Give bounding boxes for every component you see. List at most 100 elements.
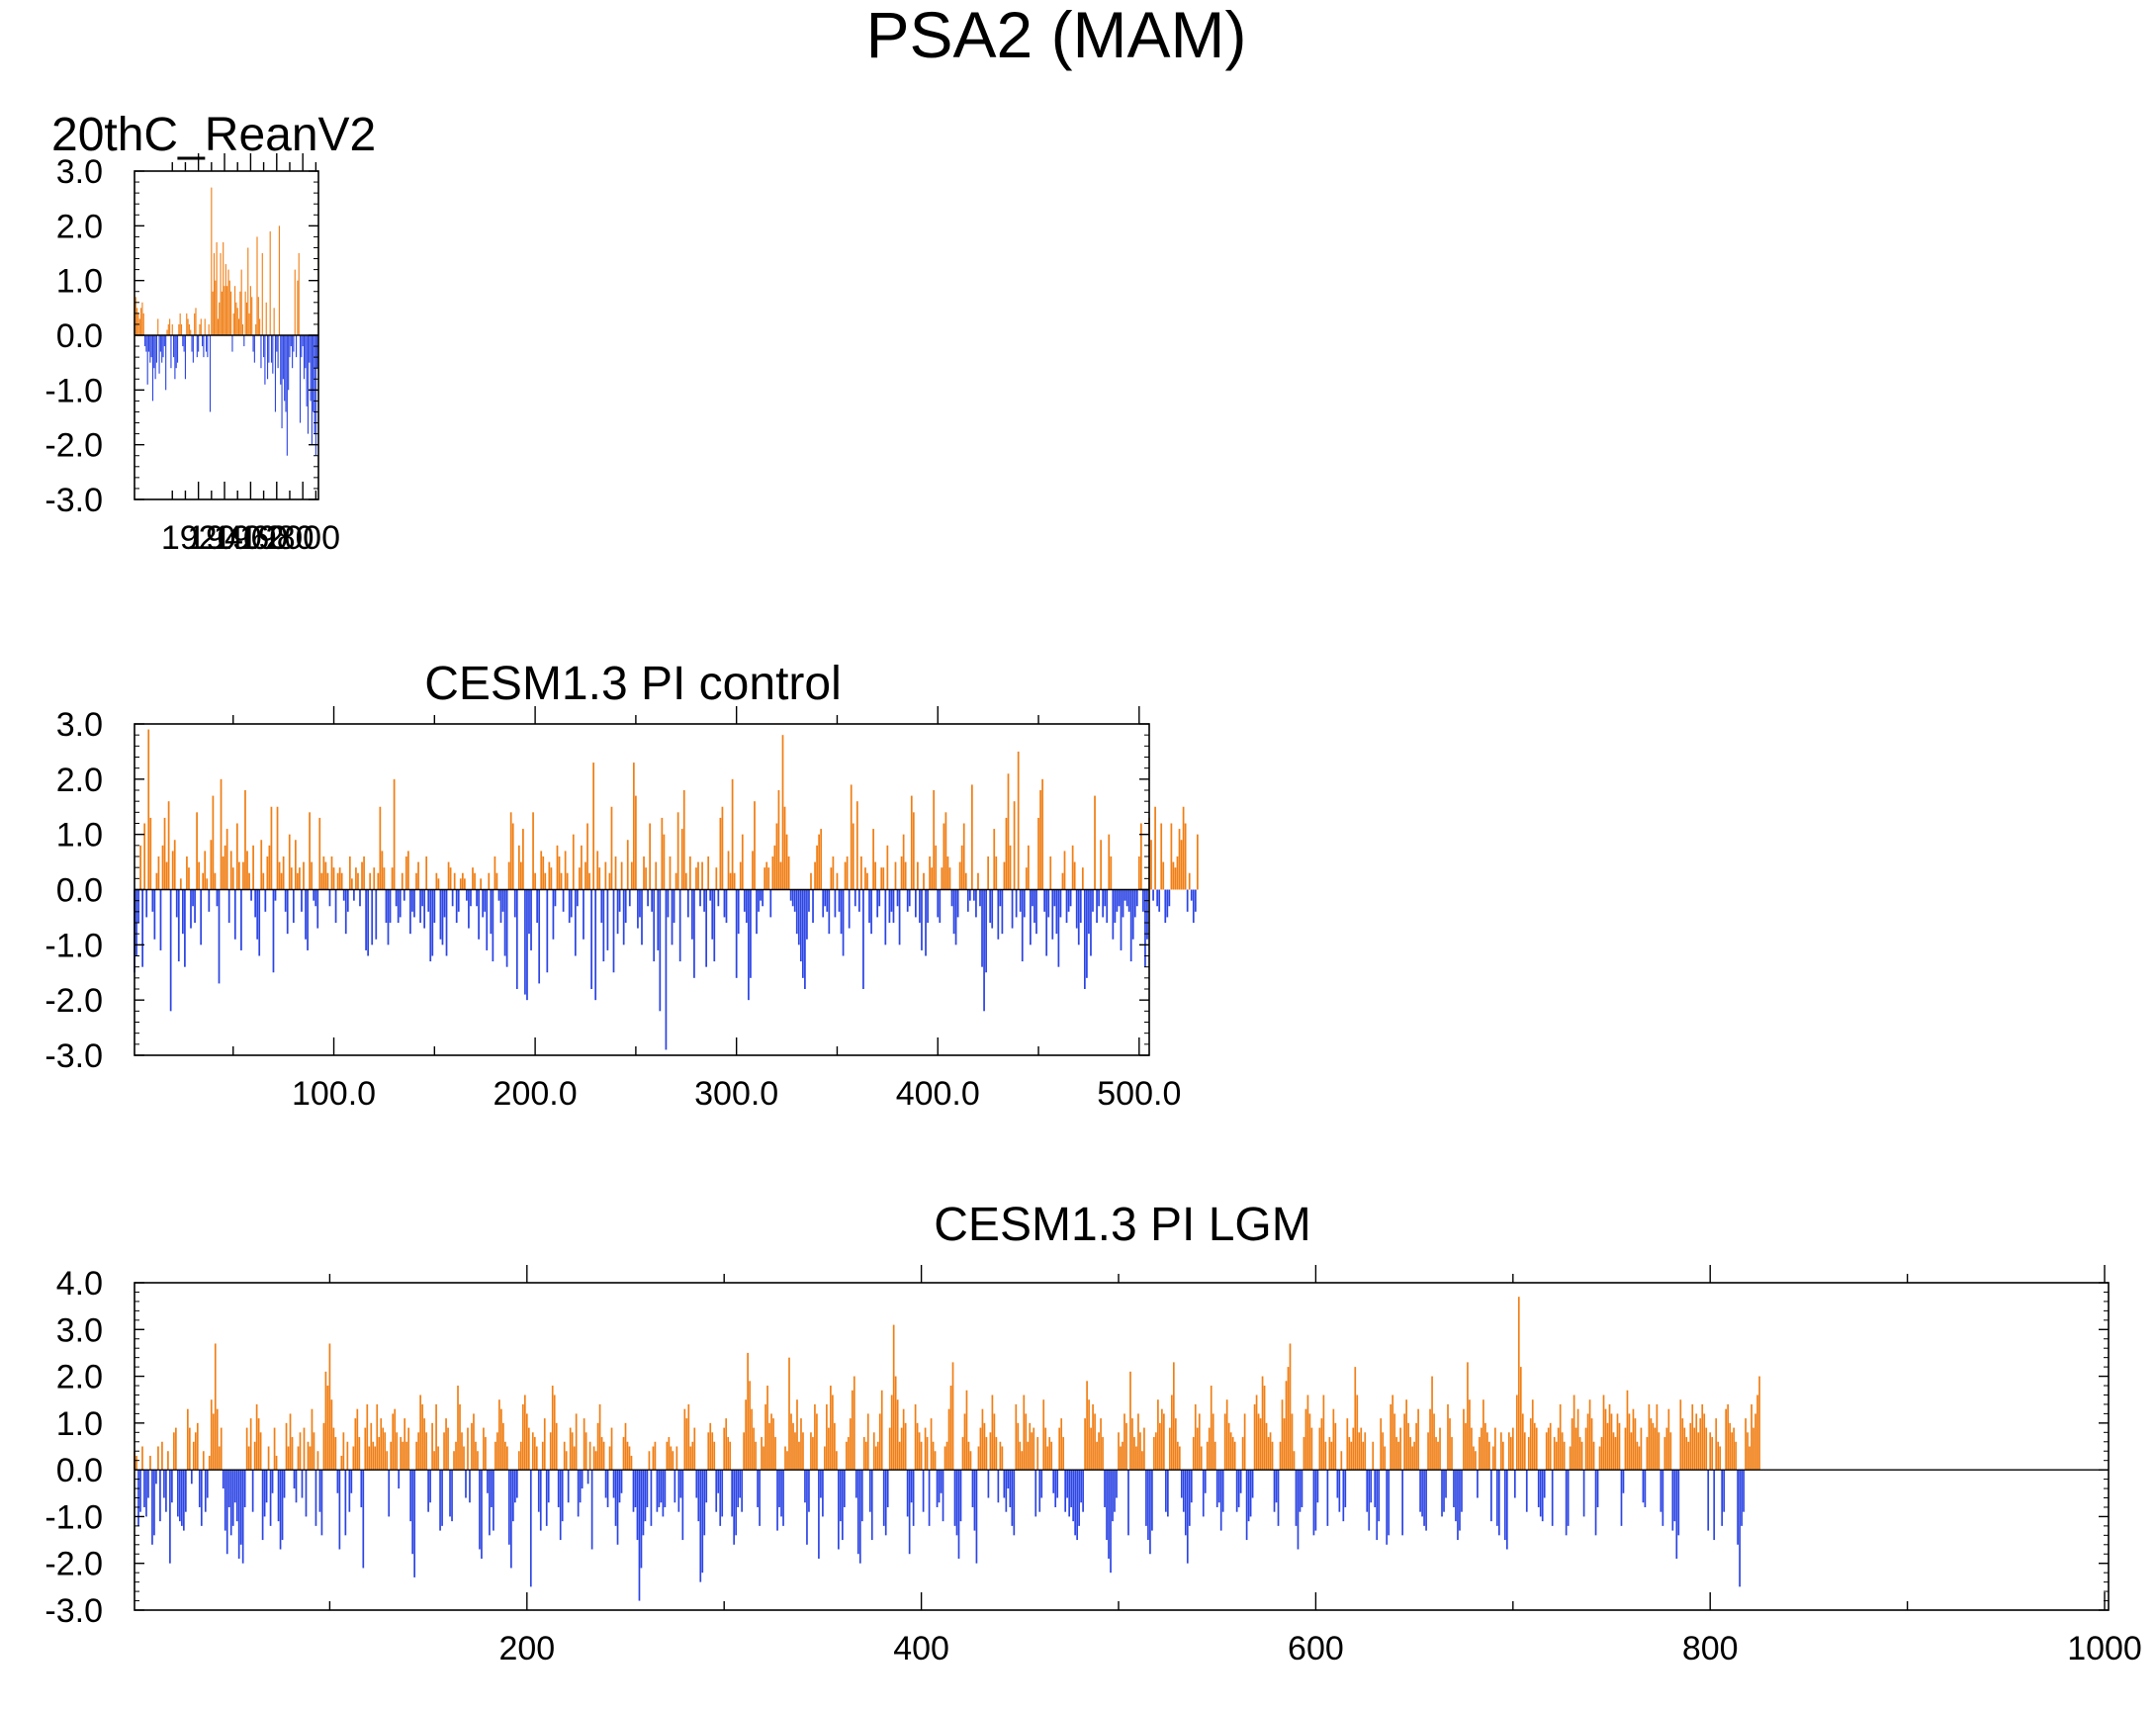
bar-negative	[1741, 1470, 1743, 1526]
bar-negative	[293, 335, 295, 352]
bar-positive	[814, 1403, 816, 1471]
bar-positive	[522, 829, 524, 890]
bar-negative	[568, 889, 571, 923]
bar-positive	[1545, 1432, 1548, 1471]
bar-negative	[183, 1470, 185, 1531]
bar-negative	[513, 889, 516, 918]
bar-positive	[752, 851, 754, 890]
bar-negative	[231, 335, 233, 352]
bar-positive	[404, 856, 407, 890]
bar-positive	[380, 1418, 383, 1471]
bar-positive	[435, 1403, 437, 1471]
bar-negative	[966, 889, 969, 912]
bar-negative	[281, 335, 283, 429]
bar-negative	[892, 889, 895, 923]
bar-positive	[369, 872, 372, 890]
bar-negative	[224, 1470, 226, 1531]
bar-negative	[612, 889, 615, 973]
bar-positive	[234, 286, 236, 335]
bar-positive	[474, 872, 476, 890]
bar-negative	[1503, 1470, 1506, 1541]
bar-negative	[1336, 1470, 1339, 1498]
bar-negative	[1013, 1470, 1016, 1536]
bar-negative	[268, 335, 270, 363]
bar-negative	[1072, 1470, 1074, 1522]
bar-positive	[187, 318, 189, 335]
bar-negative	[840, 889, 843, 935]
bar-negative	[853, 889, 856, 907]
bar-positive	[190, 329, 192, 335]
bar-negative	[243, 335, 245, 347]
bar-negative	[318, 1470, 321, 1512]
plot-frame	[134, 1282, 2110, 1611]
bar-positive	[457, 1386, 459, 1471]
bar-positive	[273, 308, 275, 335]
bar-negative	[491, 1470, 493, 1507]
bar-positive	[471, 1422, 473, 1471]
bar-positive	[437, 1446, 439, 1471]
bar-positive	[332, 867, 335, 890]
bar-positive	[364, 1427, 367, 1471]
bar-negative	[667, 889, 670, 918]
bar-negative	[979, 889, 981, 907]
bar-positive	[1701, 1403, 1704, 1471]
bar-positive	[342, 1432, 345, 1471]
bar-positive	[431, 1422, 433, 1471]
bar-positive	[224, 286, 225, 335]
bar-positive	[648, 1451, 651, 1471]
bar-positive	[393, 778, 396, 890]
x-tick-label: 1000	[2067, 1630, 2142, 1667]
bar-positive	[322, 856, 325, 890]
bar-negative	[313, 889, 315, 901]
bar-negative	[659, 889, 662, 1012]
bar-negative	[1421, 1470, 1423, 1517]
bar-negative	[1086, 889, 1088, 978]
bar-positive	[1094, 795, 1096, 890]
bar-positive	[447, 1427, 449, 1471]
bar-negative	[388, 1470, 391, 1517]
bar-negative	[395, 889, 398, 907]
bar-positive	[1324, 1441, 1327, 1471]
bar-positive	[594, 1451, 597, 1471]
bar-positive	[217, 318, 219, 335]
bar-positive	[1519, 1367, 1522, 1471]
bar-negative	[634, 1470, 637, 1507]
bar-negative	[1011, 889, 1014, 929]
bar-negative	[451, 889, 454, 907]
bar-positive	[270, 806, 273, 890]
bar-positive	[1654, 1427, 1657, 1471]
bar-negative	[639, 889, 641, 918]
bar-positive	[943, 1446, 946, 1471]
bar-positive	[244, 291, 246, 335]
bar-negative	[1537, 1470, 1540, 1507]
bar-positive	[278, 225, 280, 335]
bar-negative	[808, 1470, 810, 1512]
bar-negative	[959, 1470, 962, 1522]
bar-negative	[1721, 1470, 1724, 1526]
bar-negative	[385, 889, 388, 923]
bar-positive	[1711, 1437, 1714, 1471]
bar-negative	[143, 1470, 145, 1507]
bar-positive	[1515, 1395, 1518, 1471]
bar-negative	[1123, 889, 1126, 901]
bar-positive	[239, 291, 241, 335]
bar-positive	[765, 861, 768, 890]
bar-negative	[1505, 1470, 1508, 1550]
bar-positive	[910, 795, 913, 890]
bar-negative	[1116, 889, 1119, 912]
bar-positive	[1733, 1427, 1735, 1471]
bar-positive	[550, 867, 553, 890]
bar-positive	[324, 861, 327, 890]
bar-positive	[419, 1395, 421, 1471]
bar-positive	[355, 867, 357, 890]
y-tick-label: 3.0	[56, 1311, 103, 1349]
x-tick-label: 500.0	[1097, 1075, 1181, 1113]
bar-negative	[820, 1470, 822, 1498]
bar-negative	[743, 889, 746, 912]
bar-negative	[1453, 1470, 1455, 1507]
bar-positive	[711, 1432, 714, 1471]
bar-positive	[1129, 1371, 1131, 1471]
bar-positive	[311, 861, 314, 890]
bar-negative	[908, 889, 911, 907]
bar-positive	[675, 1446, 678, 1471]
